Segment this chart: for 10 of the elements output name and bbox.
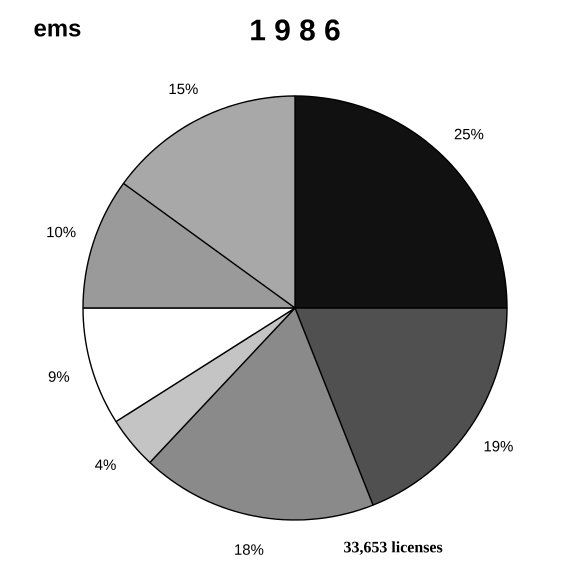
data-label: 10% (47, 226, 76, 238)
data-label: 19% (484, 440, 513, 452)
text: 33,653 licenses (344, 541, 442, 555)
data-label: 15% (170, 84, 198, 94)
chart-title: 1 9 8 6 (251, 19, 340, 41)
data-label: 4% (95, 460, 116, 470)
data-label: 9% (48, 371, 70, 382)
data-label: 18% (235, 544, 264, 555)
data-label: 25% (454, 128, 484, 140)
text: ems (34, 23, 80, 37)
